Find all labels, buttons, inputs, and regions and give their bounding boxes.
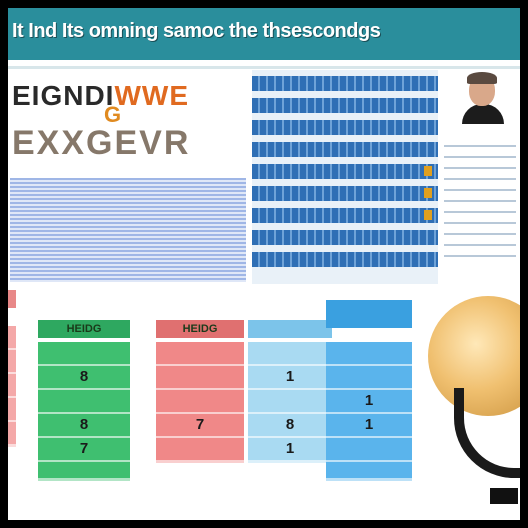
table-cell xyxy=(38,342,130,367)
text-block-left xyxy=(10,178,246,282)
side-text-block xyxy=(444,136,516,266)
headline-line-3: EXXGEVR xyxy=(12,124,191,162)
column-header xyxy=(326,300,412,328)
list-panel xyxy=(252,70,438,284)
header-divider xyxy=(8,66,520,69)
table-column-red: HEIDG 7 xyxy=(156,290,244,480)
table-column-green: HEIDG 8 8 7 xyxy=(38,290,130,481)
column-header: HEIDG xyxy=(38,320,130,338)
avatar xyxy=(460,72,506,124)
table-cell xyxy=(8,326,16,351)
table-cell xyxy=(248,390,332,415)
screenshot-frame: It Ind Its omning samoc the thsescondgs … xyxy=(8,8,520,520)
table-cell xyxy=(326,366,412,391)
table-cell xyxy=(156,390,244,415)
column-header: HEIDG xyxy=(156,320,244,338)
table-cell xyxy=(156,438,244,463)
list-row[interactable] xyxy=(252,252,438,267)
logo-mark xyxy=(490,488,518,504)
list-row[interactable] xyxy=(252,164,438,179)
table-cell xyxy=(8,422,16,447)
table-column-pink xyxy=(8,290,16,480)
table-cell: 8 xyxy=(248,414,332,439)
headline-block: EIGNDIWWE G EXXGEVR xyxy=(12,80,252,170)
header-banner: It Ind Its omning samoc the thsescondgs xyxy=(8,8,520,60)
list-row[interactable] xyxy=(252,186,438,201)
table-cell: 1 xyxy=(326,390,412,415)
table-cell xyxy=(248,342,332,367)
list-row[interactable] xyxy=(252,230,438,245)
table-cell xyxy=(326,438,412,463)
table-cell: 7 xyxy=(156,414,244,439)
list-row[interactable] xyxy=(252,120,438,135)
table-cell: 1 xyxy=(248,438,332,463)
table-column-blue-dark: 1 1 xyxy=(326,290,412,481)
headline-line-1a: EIGNDI xyxy=(12,80,115,111)
list-row[interactable] xyxy=(252,142,438,157)
avatar-suit xyxy=(462,104,504,124)
table-cell xyxy=(38,390,130,415)
table-cell xyxy=(8,374,16,399)
table-cell xyxy=(8,398,16,423)
headline-line-2: G xyxy=(104,102,122,127)
table-cell: 7 xyxy=(38,438,130,463)
table-cell: 1 xyxy=(326,414,412,439)
table-column-blue: 1 8 1 xyxy=(248,290,332,480)
table-cell xyxy=(156,366,244,391)
table-cell: 8 xyxy=(38,414,130,439)
table-cell xyxy=(326,342,412,367)
bullet-icon xyxy=(424,188,432,198)
bullet-icon xyxy=(424,210,432,220)
bullet-icon xyxy=(424,166,432,176)
avatar-hair xyxy=(467,72,497,84)
table-cell: 8 xyxy=(38,366,130,391)
list-row[interactable] xyxy=(252,98,438,113)
list-row[interactable] xyxy=(252,208,438,223)
column-header xyxy=(248,320,332,338)
headline-line-1b: WWE xyxy=(114,80,189,111)
table-cell xyxy=(8,350,16,375)
table-cell xyxy=(38,462,130,481)
headline-line-1: EIGNDIWWE xyxy=(12,80,189,112)
column-header xyxy=(8,290,16,308)
table-cell xyxy=(326,462,412,481)
table-cell: 1 xyxy=(248,366,332,391)
banner-title: It Ind Its omning samoc the thsescondgs xyxy=(12,20,381,42)
list-row[interactable] xyxy=(252,76,438,91)
table-cell xyxy=(156,342,244,367)
globe-stand xyxy=(454,388,520,478)
data-table: HEIDG 8 8 7 HEIDG 7 1 8 1 xyxy=(8,290,428,481)
